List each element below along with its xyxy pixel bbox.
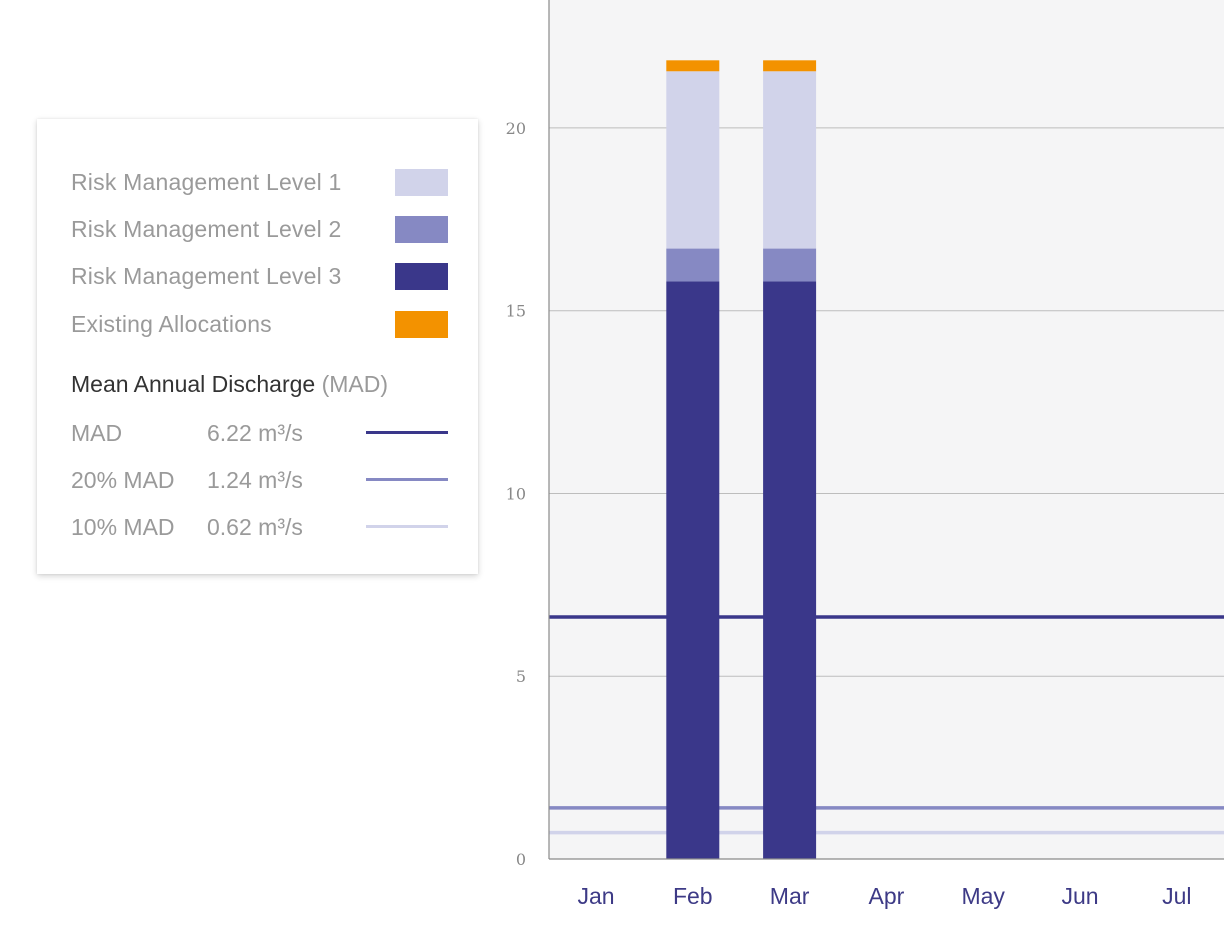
mad-line-sample [366,525,448,528]
mad-row-value: 0.62 m³/s [207,513,303,540]
legend-label: Risk Management Level 3 [71,262,342,289]
mad-row-name: MAD [71,419,123,446]
legend-item-level-1: Risk Management Level 1 [71,168,448,196]
mad-row: MAD 6.22 m³/s [71,419,448,447]
x-tick-label: Jul [1162,883,1191,909]
bar-segment [763,281,817,859]
mad-row-value: 1.24 m³/s [207,466,303,493]
mad-row-20-percent: 20% MAD 1.24 m³/s [71,466,448,494]
y-tick-label: 5 [516,667,526,686]
bar-segment [666,60,720,72]
legend-swatch [395,168,448,196]
mad-row-value: 6.22 m³/s [207,419,303,446]
x-tick-label: Feb [673,883,713,909]
legend-item-existing-allocations: Existing Allocations [71,310,448,338]
mad-title-text: Mean Annual Discharge [71,371,316,397]
mad-row-10-percent: 10% MAD 0.62 m³/s [71,513,448,541]
gridlines [549,127,1224,677]
x-tick-label: Apr [869,883,905,909]
bar-segment [763,248,817,282]
y-tick-label: 0 [516,850,526,869]
y-tick-label: 20 [506,119,526,138]
legend-item-level-3: Risk Management Level 3 [71,262,448,290]
bar-segment [666,248,720,282]
mad-row-name: 10% MAD [71,513,175,540]
mad-title-abbrev: (MAD) [321,371,389,397]
legend-label: Risk Management Level 1 [71,168,342,195]
legend-swatch [395,310,448,338]
plot-background [549,0,1224,859]
legend-label: Risk Management Level 2 [71,215,342,242]
bar-segment [763,71,817,249]
bars [666,60,817,859]
mad-line-sample [366,478,448,481]
mad-section-title: Mean Annual Discharge (MAD) [71,371,388,398]
x-tick-label: May [961,883,1005,909]
y-tick-labels: 0 5 10 15 20 [506,119,526,869]
legend-label: Existing Allocations [71,310,272,337]
x-tick-label: Jan [577,883,614,909]
x-tick-label: Jun [1061,883,1098,909]
legend-swatch [395,215,448,243]
x-tick-labels: Jan Feb Mar Apr May Jun Jul [577,883,1191,909]
legend-panel: Risk Management Level 1 Risk Management … [37,119,478,574]
bar-segment [666,281,720,859]
legend-swatch [395,262,448,290]
reference-lines [549,615,1224,835]
bar-segment [763,60,817,72]
legend-item-level-2: Risk Management Level 2 [71,215,448,243]
y-tick-label: 15 [506,302,526,321]
y-tick-label: 10 [506,484,526,503]
x-tick-label: Mar [770,883,810,909]
mad-line-sample [366,431,448,434]
bar-segment [666,71,720,249]
mad-row-name: 20% MAD [71,466,175,493]
